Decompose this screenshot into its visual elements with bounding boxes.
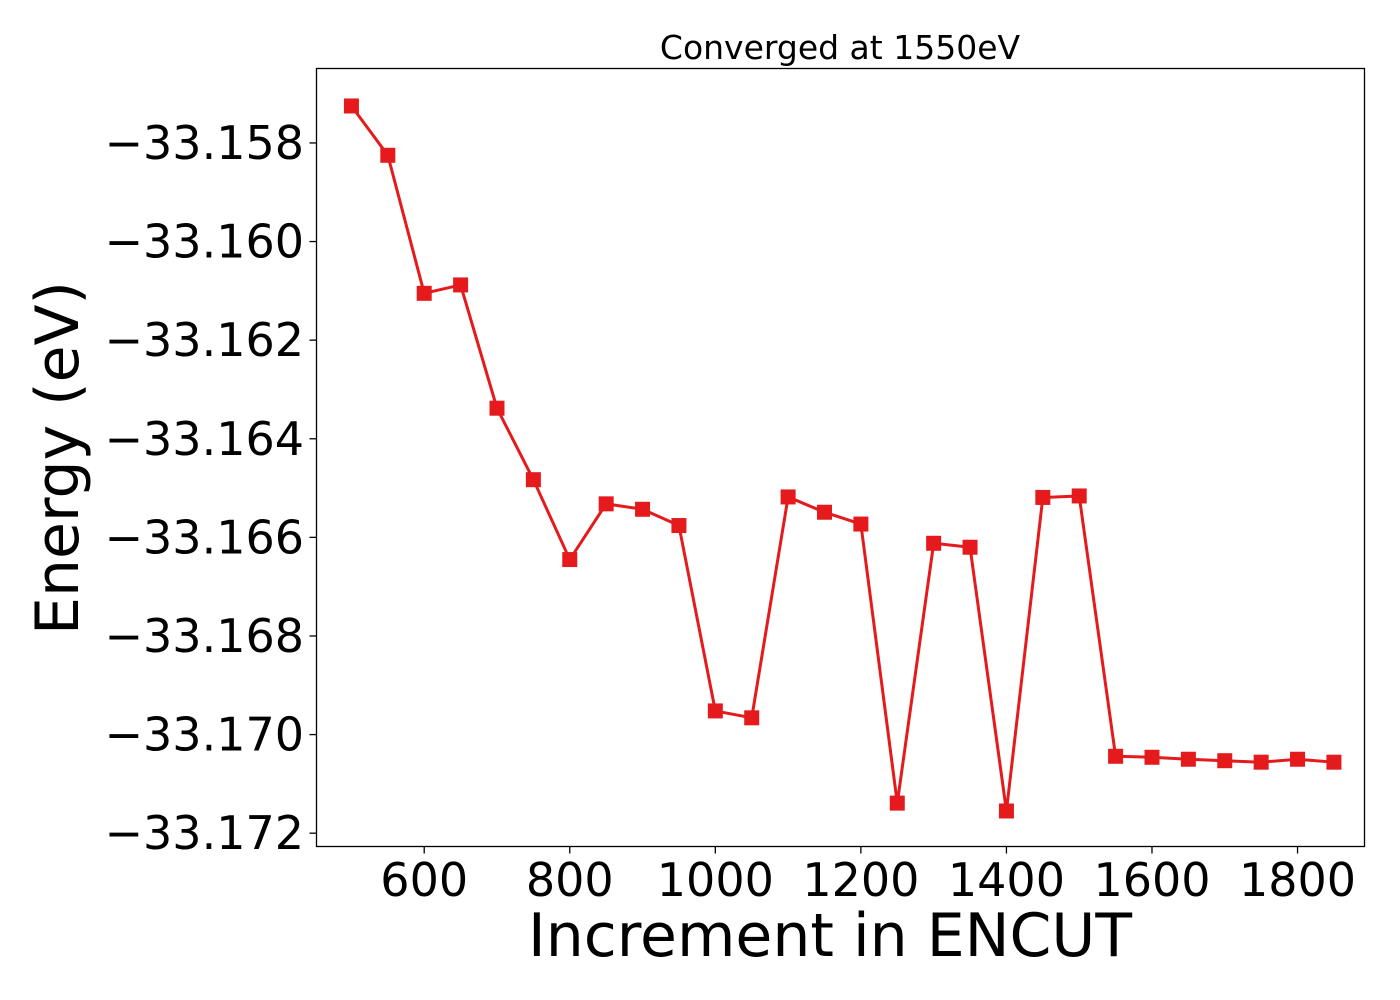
data-point-marker — [1180, 751, 1196, 767]
x-tick-label: 600 — [380, 853, 468, 907]
plot-frame — [315, 67, 1366, 848]
y-tick-label: −33.168 — [105, 609, 305, 663]
x-axis-ticks: 600 800 1000 1200 1400 1600 1800 — [380, 846, 1356, 907]
y-axis-label: Energy (eV) — [23, 281, 93, 635]
y-tick-label: −33.162 — [105, 313, 305, 367]
y-tick-label: −33.164 — [105, 412, 305, 466]
data-point-marker — [744, 710, 760, 726]
data-point-marker — [1071, 488, 1087, 504]
data-point-marker — [707, 703, 723, 719]
data-point-marker — [489, 400, 505, 416]
y-tick-label: −33.170 — [105, 708, 305, 762]
data-point-marker — [816, 504, 832, 520]
plot-series — [343, 98, 1342, 819]
x-axis-label: Increment in ENCUT — [528, 901, 1132, 971]
data-point-marker — [416, 285, 432, 301]
data-point-marker — [998, 803, 1014, 819]
data-point-marker — [671, 518, 687, 534]
data-point-marker — [1326, 754, 1342, 770]
data-point-marker — [889, 795, 905, 811]
data-point-marker — [926, 535, 942, 551]
data-point-marker — [453, 277, 469, 293]
data-point-marker — [853, 516, 869, 532]
data-point-marker — [962, 539, 978, 555]
data-point-marker — [1035, 489, 1051, 505]
data-point-marker — [1144, 749, 1160, 765]
y-tick-label: −33.160 — [105, 215, 305, 269]
data-point-marker — [525, 472, 541, 488]
x-tick-label: 1600 — [1093, 853, 1210, 907]
data-point-marker — [1108, 748, 1124, 764]
chart-title: Converged at 1550eV — [660, 28, 1021, 67]
data-point-marker — [598, 496, 614, 512]
x-tick-label: 1200 — [802, 853, 919, 907]
y-tick-label: −33.166 — [105, 510, 305, 564]
y-tick-label: −33.172 — [105, 806, 305, 860]
x-tick-label: 1000 — [657, 853, 774, 907]
x-tick-label: 1800 — [1239, 853, 1356, 907]
data-point-marker — [1290, 751, 1306, 767]
data-point-marker — [635, 501, 651, 517]
data-point-marker — [1217, 753, 1233, 769]
y-tick-label: −33.158 — [105, 116, 305, 170]
data-point-marker — [380, 147, 396, 163]
x-tick-label: 800 — [526, 853, 614, 907]
y-axis-ticks: −33.158 −33.160 −33.162 −33.164 −33.166 −33.1… — [105, 116, 317, 860]
series-line — [350, 105, 1335, 813]
data-point-marker — [343, 98, 359, 114]
data-point-marker — [562, 552, 578, 568]
data-point-marker — [1253, 754, 1269, 770]
data-point-marker — [780, 489, 796, 505]
x-tick-label: 1400 — [948, 853, 1065, 907]
